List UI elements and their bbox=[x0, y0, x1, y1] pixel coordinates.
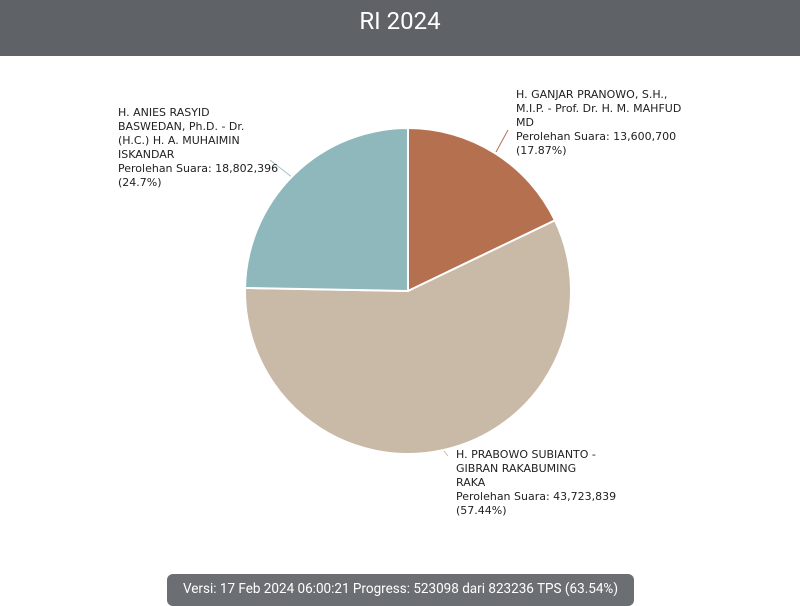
pie-slice bbox=[407, 126, 557, 293]
header: RI 2024 bbox=[0, 0, 800, 56]
percentage-label: (57.44%) bbox=[456, 504, 507, 517]
vote-count: Perolehan Suara: 43,723,839 bbox=[456, 490, 617, 503]
pie-slice bbox=[244, 219, 572, 455]
footer-text: Versi: 17 Feb 2024 06:00:21 Progress: 52… bbox=[182, 581, 619, 597]
chart-title: RI 2024 bbox=[359, 7, 441, 35]
slice-label: H. PRABOWO SUBIANTO - GIBRAN RAKABUMING … bbox=[456, 448, 617, 518]
percentage-label: (17.87%) bbox=[516, 144, 567, 157]
candidate-name: H. GANJAR PRANOWO, S.H., M.I.P. - Prof. … bbox=[516, 88, 682, 129]
percentage-label: (24.7%) bbox=[118, 176, 162, 189]
leader-line bbox=[269, 159, 294, 179]
pie-slice bbox=[244, 126, 409, 293]
vote-count: Perolehan Suara: 13,600,700 bbox=[516, 130, 677, 143]
slice-label: H. ANIES RASYID BASWEDAN, Ph.D. - Dr. (H… bbox=[118, 106, 279, 190]
leader-line bbox=[495, 129, 509, 153]
chart bbox=[244, 126, 572, 457]
candidate-name: H. PRABOWO SUBIANTO - GIBRAN RAKABUMING … bbox=[456, 448, 596, 489]
slice-label: H. GANJAR PRANOWO, S.H., M.I.P. - Prof. … bbox=[516, 88, 696, 158]
footer: Versi: 17 Feb 2024 06:00:21 Progress: 52… bbox=[167, 574, 634, 606]
candidate-name: H. ANIES RASYID BASWEDAN, Ph.D. - Dr. (H… bbox=[118, 106, 245, 161]
vote-count: Perolehan Suara: 18,802,396 bbox=[118, 162, 279, 175]
